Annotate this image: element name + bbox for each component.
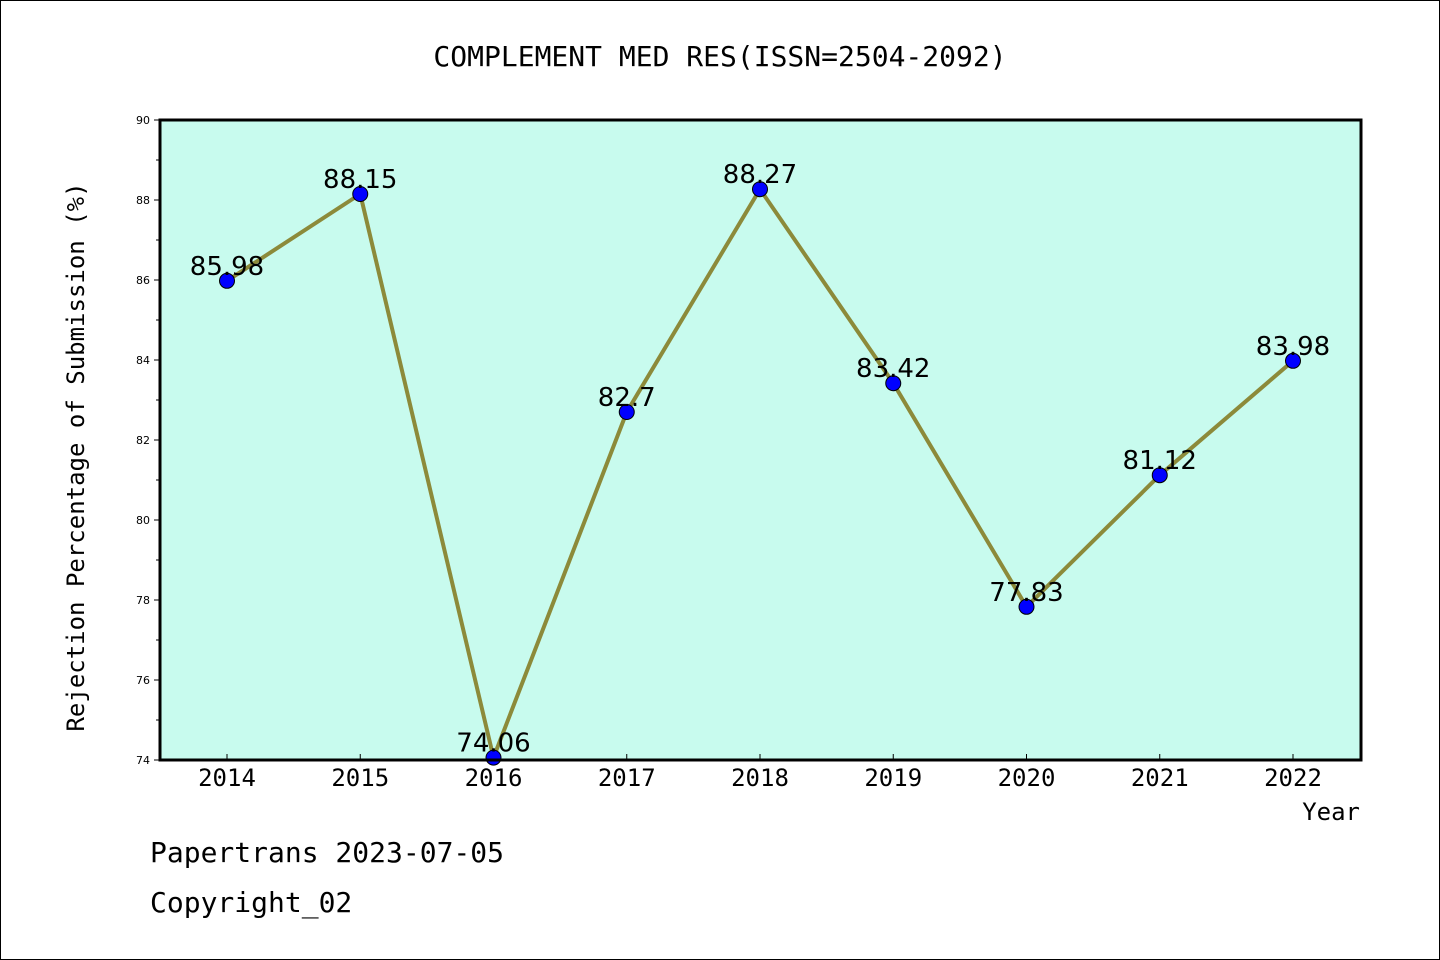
x-tick-label: 2018 (731, 764, 789, 792)
x-axis-label: Year (1302, 798, 1360, 826)
y-tick-label: 86 (136, 274, 150, 287)
series-line-group (219, 181, 1301, 766)
plot-area (160, 120, 1361, 760)
y-tick-label: 78 (136, 594, 150, 607)
data-point-marker (219, 272, 235, 289)
data-point-marker (1018, 598, 1035, 615)
y-tick-label: 82 (136, 434, 150, 447)
data-label: 74.06 (456, 729, 530, 759)
x-axis-ticks: 2014 2015 2016 2017 2018 2019 2020 2021 2022 (198, 754, 1322, 792)
y-tick-label: 74 (136, 754, 150, 767)
y-tick-label: 90 (136, 114, 150, 127)
data-label: 83.98 (1256, 332, 1330, 362)
y-tick-label: 76 (136, 674, 150, 687)
x-tick-label: 2015 (331, 764, 389, 792)
data-point-marker (352, 186, 369, 202)
data-label: 88.15 (323, 165, 397, 195)
chart-title: COMPLEMENT MED RES(ISSN=2504-2092) (433, 40, 1006, 73)
data-label: 88.27 (723, 160, 797, 190)
x-tick-label: 2022 (1264, 764, 1322, 792)
data-label-group: 85.98 88.15 74.06 82.7 88.27 83.42 77.83 81.12 8… (190, 160, 1330, 758)
x-tick-label: 2016 (465, 764, 523, 792)
y-axis-ticks: 74 76 78 80 82 84 86 88 90 (136, 114, 160, 767)
x-tick-label: 2020 (998, 764, 1056, 792)
data-label: 82.7 (598, 383, 656, 413)
data-label: 81.12 (1123, 446, 1197, 476)
y-tick-label: 84 (136, 354, 150, 367)
y-tick-label: 88 (136, 194, 150, 207)
data-label: 77.83 (989, 578, 1063, 608)
x-tick-label: 2019 (864, 764, 922, 792)
x-tick-label: 2014 (198, 764, 256, 792)
data-point-marker (618, 404, 635, 420)
data-point-marker (1151, 467, 1168, 484)
footer-copyright: Copyright_02 (150, 886, 353, 919)
x-tick-label: 2021 (1131, 764, 1189, 792)
y-tick-label: 80 (136, 514, 150, 527)
x-tick-label: 2017 (598, 764, 656, 792)
data-label: 85.98 (190, 252, 264, 282)
data-label: 83.42 (856, 354, 930, 384)
data-point-marker (885, 375, 902, 392)
plot-border (158, 118, 1363, 762)
footer-date: Papertrans 2023-07-05 (150, 836, 505, 869)
data-point-marker (1285, 352, 1301, 369)
y-axis-label: Rejection Percentage of Submission (%) (62, 182, 90, 731)
data-point-marker (752, 181, 768, 198)
